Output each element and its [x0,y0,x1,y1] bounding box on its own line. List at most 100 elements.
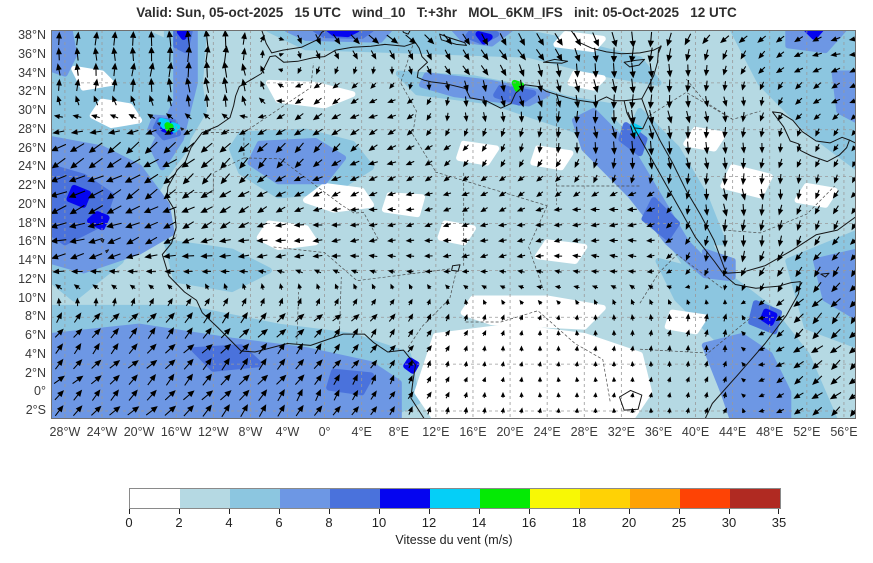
lat-tick-label: 32°N [18,84,46,99]
colorbar-segment [230,489,280,508]
colorbar-tick-value: 30 [721,515,737,530]
colorbar-tick [629,509,630,514]
speed-region-0-2 [530,145,574,171]
colorbar-tick [529,509,530,514]
colorbar-tick-value: 6 [275,515,283,530]
plot-title: Valid: Sun, 05-oct-2025 15 UTC wind_10 T… [136,5,737,20]
speed-region-0-2 [534,239,588,264]
colorbar-segment [630,489,680,508]
lon-tick-label: 20°E [496,425,524,439]
colorbar-tick [179,509,180,514]
colorbar: 0 2 4 6 8 10 12 14 16 18 20 25 30 35 Vitesse du vent … [125,488,786,552]
lat-tick-label: 12°N [18,271,46,286]
colorbar-segment [280,489,330,508]
colorbar-tick-value: 4 [225,515,233,530]
colorbar-segment [180,489,230,508]
lon-tick-label: 20°W [123,425,155,439]
speed-region-8-10 [51,192,78,227]
lon-tick-label: 36°E [644,425,673,439]
lon-tick-label: 8°E [388,425,409,439]
colorbar-tick-value: 35 [771,515,787,530]
colorbar-segment [530,489,580,508]
speed-region-6-8 [813,248,856,321]
colorbar-tick [778,509,779,514]
lat-tick-label: 38°N [18,28,46,42]
colorbar-tick-value: 16 [521,515,537,530]
lon-tick-label: 28°W [49,425,81,439]
lon-tick-label: 40°E [681,425,710,439]
colorbar-tick [479,509,480,514]
lon-tick-label: 24°E [533,425,561,439]
colorbar-tick-value: 0 [125,515,133,530]
lon-tick-label: 28°E [570,425,598,439]
colorbar-segment [380,489,430,508]
lon-tick-label: 0° [318,425,331,439]
colorbar-segment [680,489,730,508]
map-frame [51,30,856,419]
lat-tick-label: 10°N [18,290,46,305]
lat-tick-label: 26°N [18,140,46,155]
speed-region-4-6 [163,239,272,293]
graticule-layer [51,30,856,419]
colorbar-swatches [129,488,781,509]
colorbar-tick-value: 12 [421,515,437,530]
colorbar-tick-value: 2 [175,515,183,530]
lat-tick-label: 6°N [25,328,46,343]
colorbar-segment [580,489,630,508]
speed-region-6-8 [51,30,78,77]
colorbar-tick [729,509,730,514]
lat-tick-label: 28°N [18,121,46,136]
country-borders-layer [166,45,835,402]
speed-region-10-12 [175,30,191,40]
colorbar-tick [229,509,230,514]
colorbar-tick [429,509,430,514]
lat-tick-label: 24°N [18,159,46,174]
lon-tick-label: 4°E [351,425,372,439]
colorbar-tick-value: 25 [671,515,687,530]
speed-region-8-10 [641,197,680,241]
lon-tick-label: 16°W [160,425,192,439]
lat-tick-label: 2°N [25,365,46,380]
colorbar-label: Vitesse du vent (m/s) [395,533,513,547]
lat-tick-label: 4°N [25,346,46,361]
colorbar-segment [730,489,780,508]
colorbar-tick [679,509,680,514]
colorbar-tick [579,509,580,514]
lon-tick-label: 12°W [197,425,229,439]
lat-tick-label: 2°S [25,403,46,418]
colorbar-segment [430,489,480,508]
speed-region-0-2 [303,183,374,213]
speed-region-4-6 [729,30,856,171]
lat-tick-label: 8°N [25,309,46,324]
lat-tick-label: 0° [34,384,46,399]
wind-arrows-layer [51,30,856,418]
colorbar-tick-value: 20 [621,515,637,530]
lon-tick-label: 48°E [756,425,784,439]
lon-tick-label: 12°E [422,425,450,439]
lon-tick-label: 16°E [459,425,487,439]
map-plot [51,30,856,419]
lat-tick-label: 20°N [18,196,46,211]
colorbar-tick-value: 8 [325,515,333,530]
lon-tick-label: 56°E [830,425,858,439]
lon-tick-label: 32°E [607,425,635,439]
lon-tick-label: 8°W [238,425,263,439]
lat-tick-label: 34°N [18,65,46,80]
colorbar-tick [329,509,330,514]
speed-region-10-12 [326,30,360,38]
colorbar-segment [480,489,530,508]
lon-tick-label: 52°E [793,425,821,439]
speed-region-0-2 [381,192,425,218]
lat-tick-label: 36°N [18,46,46,61]
speed-region-0-2 [664,309,708,335]
lat-tick-label: 22°N [18,178,46,192]
lon-tick-label: 44°E [719,425,747,439]
colorbar-segment [130,489,180,508]
speed-region-10-12 [760,308,778,326]
colorbar-tick [129,509,130,514]
speed-region-0-2 [89,98,143,129]
lon-tick-label: 4°W [275,425,300,439]
colorbar-tick [279,509,280,514]
speed-region-10-12 [803,30,824,40]
